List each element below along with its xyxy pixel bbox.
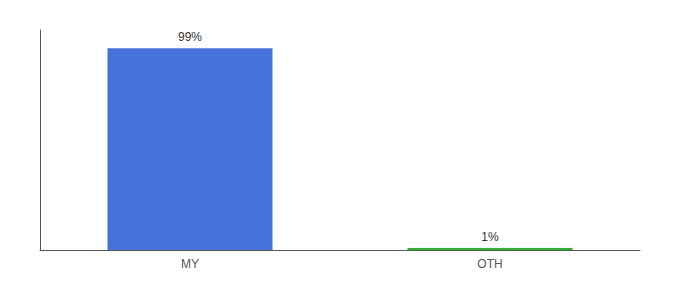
svg-text:1%: 1% xyxy=(481,230,499,244)
svg-text:MY: MY xyxy=(181,257,199,271)
svg-text:99%: 99% xyxy=(178,30,202,44)
svg-text:OTH: OTH xyxy=(477,257,502,271)
